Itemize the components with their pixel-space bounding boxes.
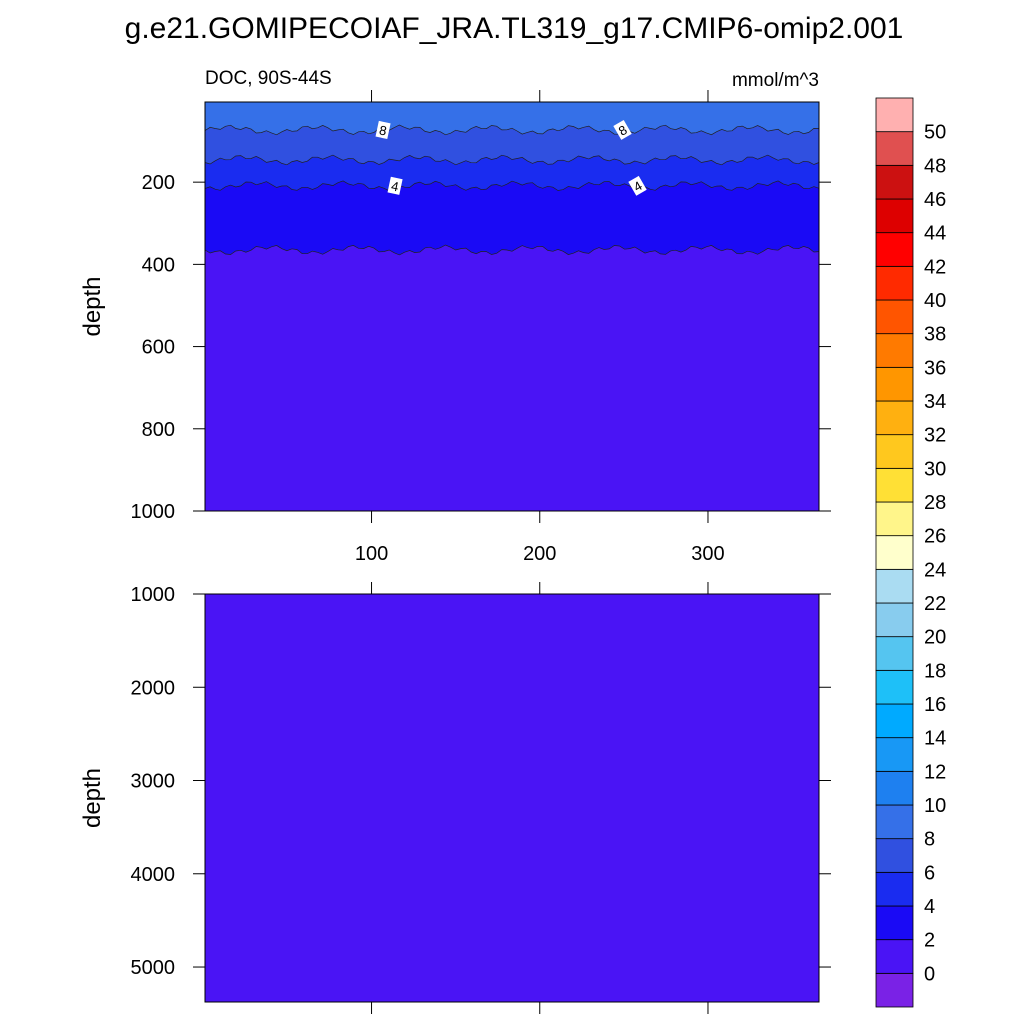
colorbar-box (875, 703, 914, 739)
y-tick-label: 200 (142, 172, 175, 194)
y-tick-label: 1000 (131, 584, 176, 606)
colorbar-label: 22 (924, 593, 946, 615)
plot-frame (204, 101, 820, 512)
colorbar-box (875, 636, 914, 671)
colorbar-box (875, 333, 914, 368)
colorbar-label: 18 (924, 660, 946, 682)
contour-label-bg (375, 120, 391, 140)
colorbar-box (875, 501, 914, 537)
colorbar-label: 32 (924, 425, 946, 447)
colorbar-label: 20 (924, 627, 946, 649)
colorbar-label: 16 (924, 694, 946, 716)
colorbar-box (875, 535, 914, 570)
colorbar-label: 26 (924, 526, 946, 548)
contour-line (204, 180, 820, 192)
colorbar-box (875, 400, 914, 436)
y-tick-label: 800 (142, 419, 175, 441)
colorbar-label: 34 (924, 391, 946, 413)
contour-line (204, 154, 820, 166)
contour-label-bg (387, 176, 403, 195)
colorbar-box (875, 467, 914, 503)
x-tick-label: 300 (691, 543, 724, 565)
y-tick-label: 3000 (131, 771, 176, 793)
colorbar-box (875, 838, 914, 873)
colorbar-label: 38 (924, 324, 946, 346)
colorbar-label: 14 (924, 728, 946, 750)
x-tick-label: 200 (523, 543, 556, 565)
colorbar-box (875, 602, 914, 638)
contour-label: 4 (390, 178, 400, 194)
colorbar-label: 6 (924, 862, 935, 884)
contour-label-bg (628, 175, 647, 196)
colorbar-label: 28 (924, 492, 946, 514)
contour-label-bg (613, 120, 632, 140)
y-tick-label: 2000 (131, 677, 176, 699)
y-tick-label: 5000 (131, 957, 176, 979)
contour-line (204, 124, 820, 136)
colorbar-label: 36 (924, 357, 946, 379)
y-tick-label: 400 (142, 254, 175, 276)
contour-label: 8 (378, 122, 388, 138)
contour-line (204, 244, 820, 256)
colorbar-label: 24 (924, 559, 946, 581)
colorbar-box (875, 669, 914, 705)
colorbar-box (875, 737, 914, 772)
colorbar-label: 48 (924, 155, 946, 177)
colorbar-box (875, 434, 914, 469)
y-tick-label: 1000 (131, 501, 176, 523)
colorbar-label: 44 (924, 223, 946, 245)
left-string: DOC, 90S-44S (205, 68, 332, 89)
colorbar-box (875, 198, 914, 234)
colorbar-box (875, 164, 914, 200)
colorbar-box (875, 871, 914, 907)
right-string: mmol/m^3 (732, 70, 819, 91)
colorbar-box (875, 131, 914, 166)
colorbar-label: 46 (924, 189, 946, 211)
contour-band (205, 102, 819, 135)
y-tick-label: 600 (142, 337, 175, 359)
colorbar-box (875, 568, 914, 604)
panel: 1000 2000 3000 4000 5000 depth (79, 582, 831, 1014)
colorbar-label: 42 (924, 256, 946, 278)
colorbar-box (875, 97, 914, 133)
colorbar-label: 0 (924, 963, 935, 985)
colorbar-box (875, 939, 914, 974)
colorbar-label: 10 (924, 795, 946, 817)
plot-frame (204, 593, 820, 1003)
colorbar-label: 8 (924, 829, 935, 851)
title: g.e21.GOMIPECOIAF_JRA.TL319_g17.CMIP6-om… (125, 12, 904, 45)
y-tick-label: 4000 (131, 864, 176, 886)
colorbar-box (875, 804, 914, 840)
colorbar-box (875, 265, 914, 301)
colorbar-box (875, 770, 914, 806)
colorbar-box (875, 232, 914, 267)
colorbar-label: 2 (924, 930, 935, 952)
y-axis-label: depth (79, 276, 106, 336)
x-tick-label: 100 (355, 543, 388, 565)
colorbar-label: 50 (924, 122, 946, 144)
colorbar-label: 30 (924, 458, 946, 480)
colorbar-label: 40 (924, 290, 946, 312)
colorbar-box (875, 972, 914, 1008)
colorbar-label: 12 (924, 761, 946, 783)
y-axis-label: depth (79, 768, 106, 828)
contour-fill (205, 594, 819, 1002)
colorbar-label: 4 (924, 896, 935, 918)
colorbar-box (875, 299, 914, 335)
colorbar-box (875, 366, 914, 402)
colorbar-box (875, 905, 914, 941)
